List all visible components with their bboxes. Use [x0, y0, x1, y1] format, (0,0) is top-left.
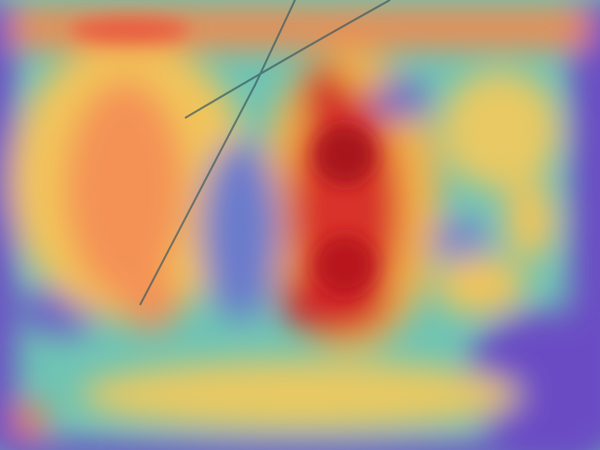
line — [184, 0, 391, 119]
heat-cores — [70, 18, 375, 295]
line — [139, 0, 296, 306]
stray-lines — [139, 0, 391, 306]
